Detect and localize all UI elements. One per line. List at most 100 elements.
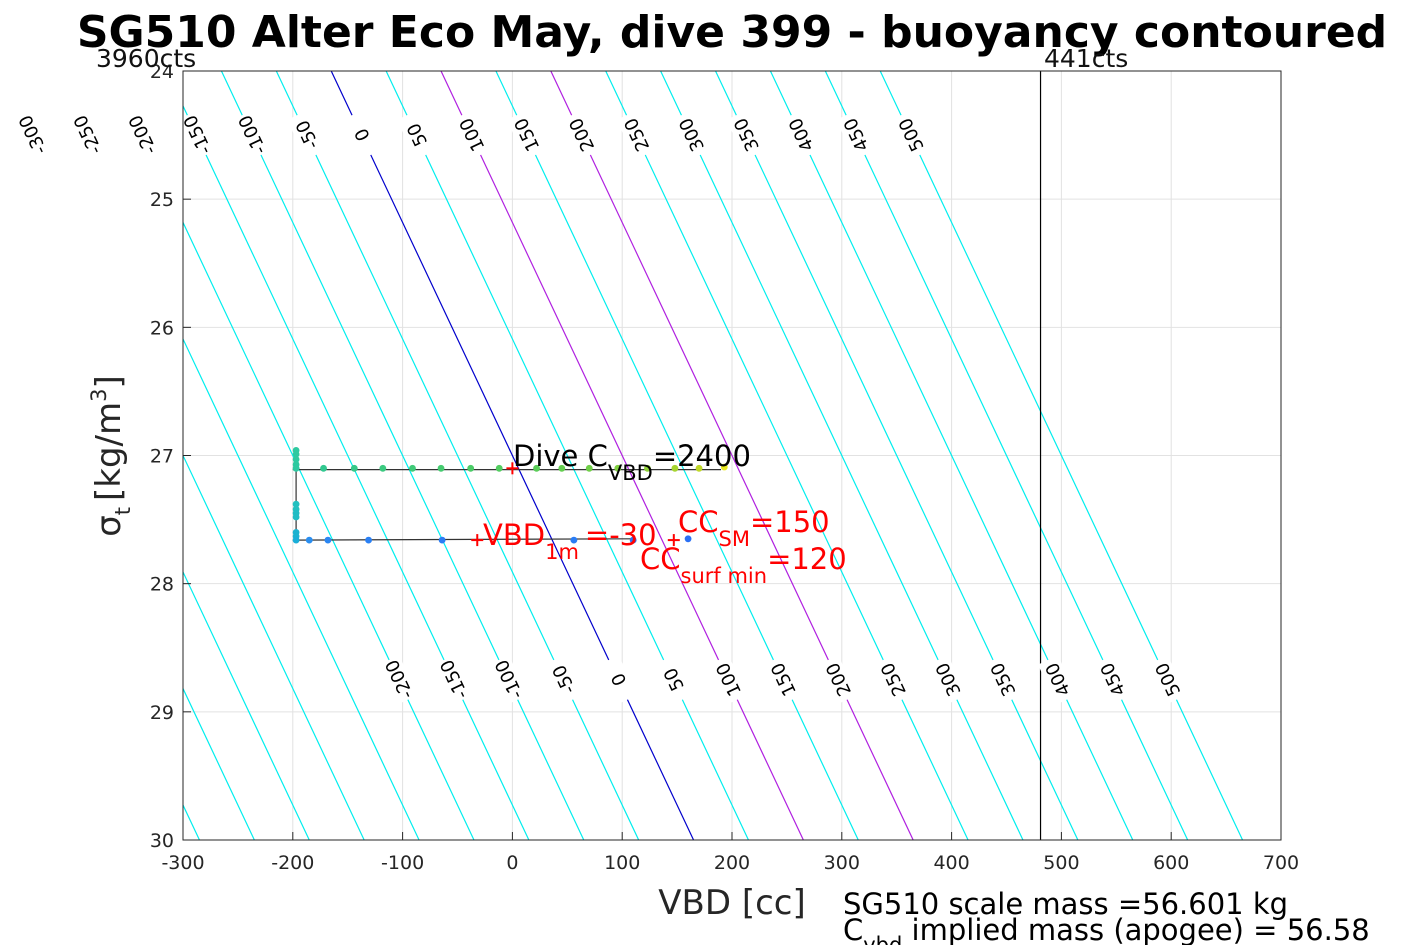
data-point <box>292 536 300 544</box>
y-axis-label: σt [kg/m3] <box>87 375 135 537</box>
contour-label-bg <box>232 110 271 160</box>
y-axis-label-sub: t <box>111 507 135 515</box>
contour-line <box>183 570 310 840</box>
contour-label-bg <box>1147 655 1187 705</box>
data-point <box>585 464 593 472</box>
y-tick-label: 29 <box>150 702 174 724</box>
cc-sm-annotation: CCSM=150 <box>678 505 830 551</box>
contour-label-bg <box>891 110 930 160</box>
x-tick-label: 200 <box>714 852 750 874</box>
contour-label: 0 <box>598 655 638 705</box>
data-point <box>495 464 503 472</box>
x-tick-label: -300 <box>161 852 204 874</box>
contour-label-bg <box>67 110 107 160</box>
y-tick-label: 25 <box>150 189 174 211</box>
contour-line <box>183 104 530 840</box>
axis-ticks: -300 -200 -100 0 100 200 300 400 500 600 700242526… <box>150 61 1299 874</box>
contour-line <box>440 71 804 840</box>
data-point <box>684 535 692 543</box>
data-point <box>644 464 651 472</box>
data-point <box>350 464 358 472</box>
contour-label-bg <box>177 110 217 160</box>
data-point <box>614 464 622 472</box>
contour-line <box>824 71 1189 840</box>
cc-surf-min-sub: surf min <box>681 564 768 588</box>
contour-label: 400 <box>1037 655 1077 705</box>
contour-line <box>330 71 695 840</box>
y-tick-label: 26 <box>150 317 174 339</box>
contour-line <box>660 71 1024 840</box>
data-point <box>467 464 475 472</box>
contour-line <box>385 71 750 840</box>
contour-label: 0 <box>342 110 381 160</box>
cc-sm-post: =150 <box>750 505 830 539</box>
data-point <box>437 464 445 472</box>
contour-label-bg <box>708 655 748 705</box>
contour-label-bg <box>726 110 766 160</box>
contour-label-bg <box>451 110 491 160</box>
contour-line <box>550 71 914 840</box>
contour-line <box>220 71 585 840</box>
data-point <box>379 464 387 472</box>
vbd-1m-sub: 1m <box>545 540 579 564</box>
data-point <box>720 463 728 471</box>
contour-label-bg <box>763 655 803 705</box>
contour-line <box>714 71 1079 840</box>
x-tick-label: -200 <box>271 852 314 874</box>
cc-sm-pre: CC <box>678 505 719 539</box>
contour-label: -300 <box>12 110 52 160</box>
data-point <box>292 455 300 463</box>
contour-label-bg <box>598 655 638 705</box>
data-point <box>438 536 446 544</box>
x-tick-label: 700 <box>1263 852 1299 874</box>
contour-label-bg <box>1037 655 1077 705</box>
contour-label-bg <box>928 655 967 705</box>
cc-surf-min-pre: CC <box>640 542 681 576</box>
counts-left-label: 3960cts <box>96 44 196 73</box>
y-axis-label-close: ] <box>89 375 129 388</box>
x-tick-label: 100 <box>604 852 640 874</box>
contour-label-bg <box>543 655 583 705</box>
contour-label-bg <box>616 110 656 160</box>
data-point <box>292 513 300 521</box>
contour-label-bg <box>122 110 162 160</box>
x-tick-label: 600 <box>1153 852 1189 874</box>
implied-mass-pre: C <box>843 913 863 945</box>
vbd-1m-pre: VBD <box>483 518 545 552</box>
data-point <box>409 464 416 472</box>
dive-c-vbd-post: =2400 <box>653 439 751 473</box>
contour-label-bg <box>434 655 473 705</box>
contour-label-bg <box>396 110 436 160</box>
contour-label-bg <box>488 655 528 705</box>
data-point <box>365 536 372 544</box>
data-point <box>533 464 540 472</box>
y-axis-label-units: [kg/m <box>89 402 129 501</box>
scale-mass-footer: SG510 scale mass =56.601 kg <box>843 887 1288 921</box>
data-point <box>292 450 300 458</box>
counts-right-label: 441cts <box>1044 44 1128 73</box>
contour-label-bg <box>287 110 326 160</box>
contour-label-bg <box>379 655 418 705</box>
data-point <box>558 464 566 472</box>
x-tick-label: 400 <box>933 852 969 874</box>
x-tick-label: 0 <box>506 852 518 874</box>
dive-c-vbd-sub: VBD <box>608 461 653 485</box>
x-axis-label: VBD [cc] <box>658 883 806 923</box>
x-tick-label: 300 <box>824 852 860 874</box>
svg-text:σt[kg/m3]: σt [kg/m3] <box>87 375 135 537</box>
contour-line <box>769 71 1134 840</box>
dive-c-vbd-pre: Dive C <box>513 439 608 473</box>
contour-line <box>879 71 1244 840</box>
contour-labels: -400-350-300-250-200-150-100-50050100150… <box>12 110 1187 705</box>
dive-c-vbd-annotation: Dive CVBD=2400 <box>513 439 751 485</box>
data-point <box>695 464 703 472</box>
y-tick-label: 27 <box>150 446 174 468</box>
contour-line <box>275 71 640 840</box>
cc-surf-min-post: =120 <box>767 542 847 576</box>
contour-label-bg <box>1092 655 1132 705</box>
contour-label-bg <box>836 110 875 160</box>
contour-label-bg <box>818 655 858 705</box>
contour-label-bg <box>781 110 820 160</box>
data-point <box>324 536 332 544</box>
contour-label-bg <box>342 110 381 160</box>
